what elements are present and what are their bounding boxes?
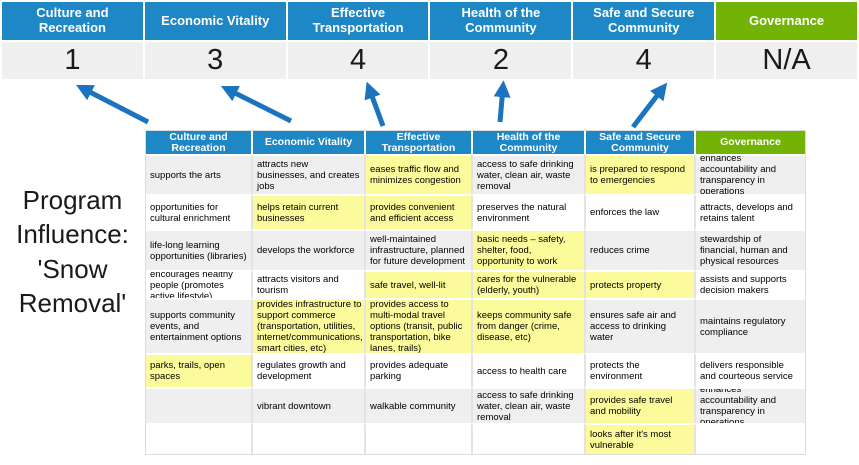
matrix-cell-r2-c1: opportunities for cultural enrichment (146, 194, 251, 229)
priority-header-economic-vitality: Economic Vitality (144, 2, 286, 40)
matrix-cell-r1-c6: enhances accountability and transparency… (694, 154, 805, 194)
matrix-cell-r5-c6: maintains regulatory compliance (694, 298, 805, 353)
priority-header-safe-and-secure-community: Safe and Secure Community (573, 2, 715, 40)
matrix-cell-r5-c2: provides infrastructure to support comme… (251, 298, 364, 353)
priority-header-effective-transportation: Effective Transportation (287, 2, 429, 40)
priority-score-health-of-the-community: 2 (430, 42, 572, 79)
matrix-cell-r1-c4: access to safe drinking water, clean air… (471, 154, 584, 194)
priority-header-health-of-the-community: Health of the Community (430, 2, 572, 40)
matrix-cell-r5-c3: provides access to multi-modal travel op… (364, 298, 471, 353)
matrix-cell-r5-c4: keeps community safe from danger (crime,… (471, 298, 584, 353)
matrix-cell-r8-c2 (251, 423, 364, 454)
score-arrows (75, 80, 668, 129)
program-influence-line: Influence: (16, 219, 129, 250)
matrix-cell-r3-c5: reduces crime (584, 229, 694, 270)
matrix-cell-r1-c3: eases traffic flow and minimizes congest… (364, 154, 471, 194)
priority-score-safe-and-secure-community: 4 (573, 42, 715, 79)
priority-score-governance: N/A (716, 42, 857, 79)
program-influence-line: 'Snow (37, 253, 108, 284)
matrix-column-header-economic-vitality: Economic Vitality (251, 131, 364, 154)
priority-score-effective-transportation: 4 (287, 42, 429, 79)
matrix-cell-r7-c1 (146, 387, 251, 423)
matrix-cell-r4-c3: safe travel, well-lit (364, 270, 471, 298)
matrix-cell-r3-c1: life-long learning opportunities (librar… (146, 229, 251, 270)
matrix-cell-r4-c5: protects property (584, 270, 694, 298)
matrix-cell-r4-c4: cares for the vulnerable (elderly, youth… (471, 270, 584, 298)
matrix-cell-r1-c2: attracts new businesses, and creates job… (251, 154, 364, 194)
matrix-cell-r7-c5: provides safe travel and mobility (584, 387, 694, 423)
matrix-cell-r2-c4: preserves the natural environment (471, 194, 584, 229)
program-influence-label: Program Influence: 'Snow Removal' (0, 183, 145, 320)
up-arrow-icon-health-of-the-community (493, 80, 511, 123)
program-influence-line: Removal' (18, 287, 127, 318)
priority-score-economic-vitality: 3 (144, 42, 286, 79)
summary-grid: Culture and Recreation Economic Vitality E… (2, 2, 857, 79)
priority-header-governance: Governance (716, 2, 857, 40)
matrix-cell-r6-c6: delivers responsible and courteous servi… (694, 353, 805, 387)
matrix-cell-r2-c2: helps retain current businesses (251, 194, 364, 229)
matrix-cell-r6-c5: protects the environment (584, 353, 694, 387)
matrix-cell-r4-c6: assists and supports decision makers (694, 270, 805, 298)
matrix-cell-r3-c6: stewardship of financial, human and phys… (694, 229, 805, 270)
matrix-cell-r2-c6: attracts, develops and retains talent (694, 194, 805, 229)
matrix-cell-r4-c2: attracts visitors and tourism (251, 270, 364, 298)
matrix-cell-r5-c1: supports community events, and entertain… (146, 298, 251, 353)
up-arrow-icon-culture-and-recreation (75, 84, 150, 125)
matrix-cell-r8-c6 (694, 423, 805, 454)
matrix-cell-r6-c2: regulates growth and development (251, 353, 364, 387)
matrix-cell-r6-c3: provides adequate parking (364, 353, 471, 387)
matrix-cell-r5-c5: ensures safe air and access to drinking … (584, 298, 694, 353)
matrix-column-header-culture-and-recreation: Culture and Recreation (146, 131, 251, 154)
matrix-column-header-effective-transportation: Effective Transportation (364, 131, 471, 154)
priority-header-culture-and-recreation: Culture and Recreation (2, 2, 143, 40)
matrix-cell-r7-c2: vibrant downtown (251, 387, 364, 423)
matrix-cell-r3-c4: basic needs – safety, shelter, food, opp… (471, 229, 584, 270)
matrix-cell-r8-c5: looks after it's most vulnerable (584, 423, 694, 454)
matrix-column-header-governance: Governance (694, 131, 805, 154)
matrix-cell-r3-c3: well-maintained infrastructure, planned … (364, 229, 471, 270)
up-arrow-icon-economic-vitality (220, 85, 293, 124)
matrix-cell-r6-c1: parks, trails, open spaces (146, 353, 251, 387)
up-arrow-icon-safe-and-secure-community (631, 82, 668, 129)
matrix-cell-r8-c3 (364, 423, 471, 454)
matrix-cell-r7-c6: enhances accountability and transparency… (694, 387, 805, 423)
matrix-cell-r7-c4: access to safe drinking water, clean air… (471, 387, 584, 423)
matrix-cell-r8-c4 (471, 423, 584, 454)
matrix-cell-r6-c4: access to health care (471, 353, 584, 387)
influence-matrix: Culture and Recreation Economic Vitality E… (145, 130, 806, 455)
matrix-cell-r4-c1: encourages healthy people (promotes acti… (146, 270, 251, 298)
matrix-column-header-health-of-the-community: Health of the Community (471, 131, 584, 154)
matrix-cell-r1-c1: supports the arts (146, 154, 251, 194)
matrix-cell-r8-c1 (146, 423, 251, 454)
program-influence-line: Program (22, 185, 123, 215)
matrix-column-header-safe-and-secure-community: Safe and Secure Community (584, 131, 694, 154)
matrix-cell-r1-c5: is prepared to respond to emergencies (584, 154, 694, 194)
matrix-cell-r2-c5: enforces the law (584, 194, 694, 229)
priority-score-culture-and-recreation: 1 (2, 42, 143, 79)
up-arrow-icon-effective-transportation (364, 81, 386, 127)
matrix-cell-r7-c3: walkable community (364, 387, 471, 423)
matrix-cell-r3-c2: develops the workforce (251, 229, 364, 270)
matrix-cell-r2-c3: provides convenient and efficient access (364, 194, 471, 229)
